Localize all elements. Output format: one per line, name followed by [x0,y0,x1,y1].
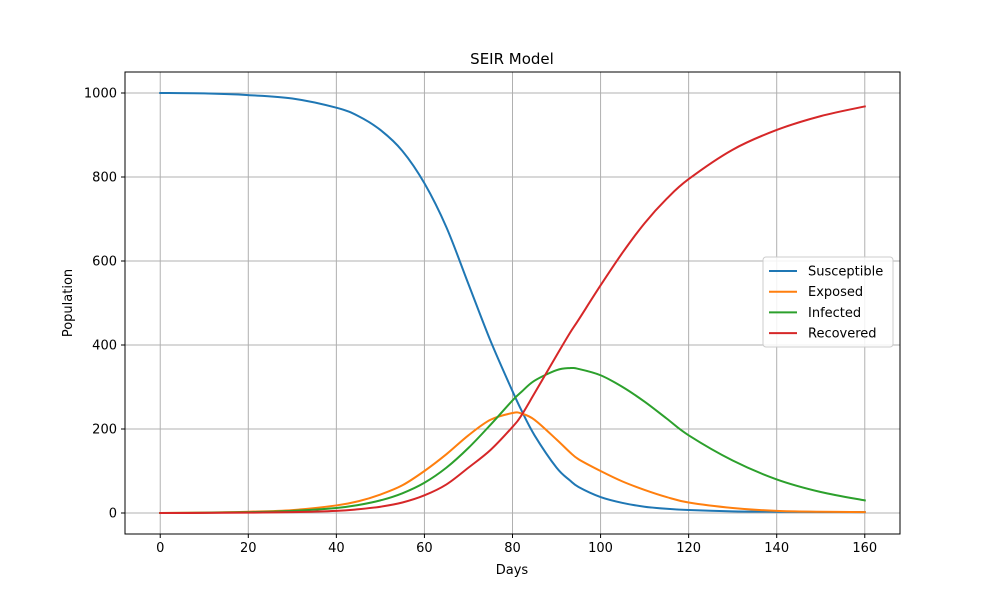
y-axis-label: Population [61,269,76,337]
x-tick-label: 100 [588,541,613,556]
chart-title: SEIR Model [470,50,554,68]
legend: Susceptible Exposed Infected Recovered [762,256,894,348]
legend-label-infected: Infected [808,306,861,321]
x-tick-label: 80 [504,541,521,556]
y-tick-label: 800 [92,171,117,186]
legend-box [762,256,894,348]
x-tick-label: 20 [240,541,257,556]
x-tick-label: 40 [328,541,345,556]
x-axis-label: Days [496,563,529,578]
grid-lines [125,72,900,534]
x-tick-label: 60 [416,541,433,556]
y-tick-label: 200 [92,423,117,438]
legend-label-susceptible: Susceptible [808,265,883,280]
x-tick-label: 0 [156,541,164,556]
y-axis-ticks: 0 200 400 600 800 1000 [84,87,125,522]
series-line-infected [159,366,866,515]
series-line-exposed [159,411,866,515]
x-tick-label: 120 [676,541,701,556]
plot-series [159,91,866,515]
series-line-susceptible [159,91,866,514]
y-tick-label: 0 [109,507,117,522]
x-tick-label: 160 [852,541,877,556]
series-line-recovered [159,105,866,515]
legend-label-exposed: Exposed [808,285,863,300]
legend-label-recovered: Recovered [808,327,877,342]
x-axis-ticks: 0 20 40 60 80 100 120 140 160 [156,534,877,556]
y-tick-label: 1000 [84,87,117,102]
x-tick-label: 140 [764,541,789,556]
y-tick-label: 400 [92,339,117,354]
y-tick-label: 600 [92,255,117,270]
